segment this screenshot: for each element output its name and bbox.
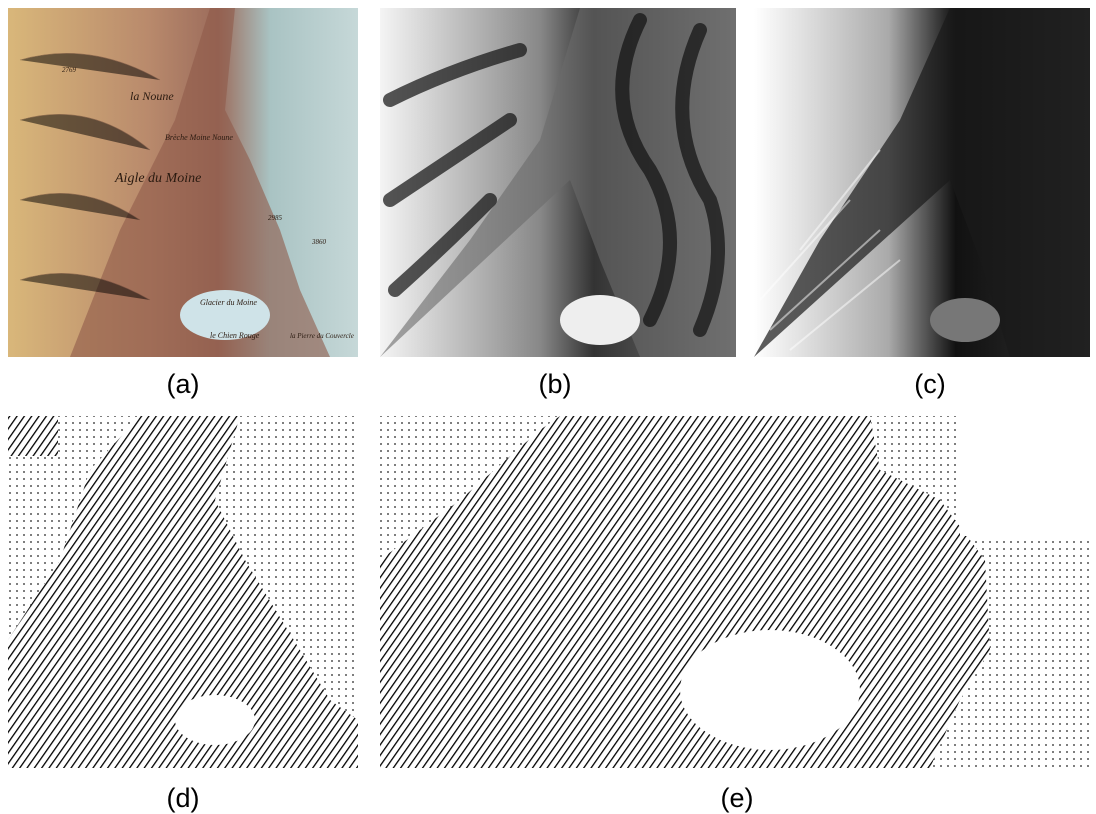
caption: (d) (167, 783, 200, 813)
shading-panel (380, 8, 736, 357)
map-label: 2985 (268, 214, 283, 222)
map-label: Glacier du Moine (200, 298, 257, 307)
map-label: 3860 (311, 238, 327, 246)
map-label: 2769 (62, 66, 77, 74)
map-label: Brèche Moine Noune (165, 133, 233, 142)
caption: (a) (167, 369, 200, 399)
map-label: le Chien Rouge (210, 331, 260, 340)
map-label: la Noune (130, 89, 174, 103)
map-panel: la Noune Brèche Moine Noune Aigle du Moi… (8, 8, 358, 357)
hatching-panel (8, 416, 358, 768)
caption: (e) (721, 783, 754, 813)
map-label: la Pierre du Couvercle (290, 332, 354, 340)
hatching-panel (380, 416, 1092, 768)
shading-panel (754, 8, 1090, 357)
caption: (b) (539, 369, 572, 399)
map-label: Aigle du Moine (114, 171, 201, 186)
caption: (c) (914, 369, 945, 399)
